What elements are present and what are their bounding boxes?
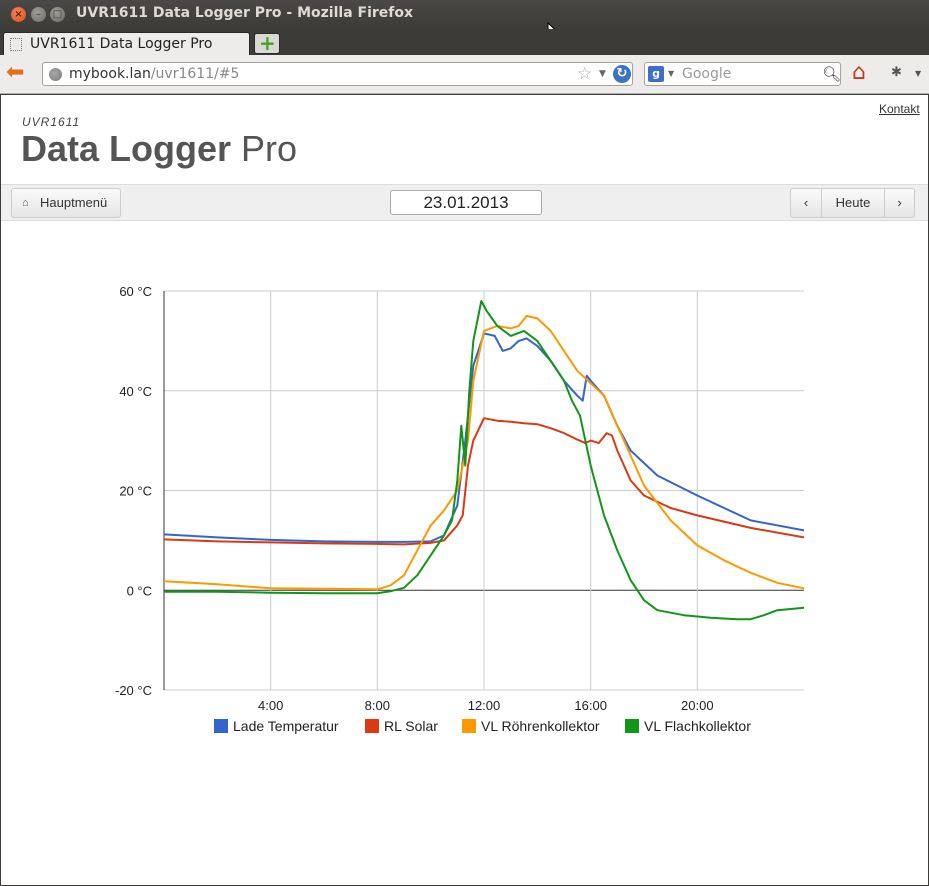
logo-title: Data Logger Pro	[21, 128, 297, 170]
tab-title: UVR1611 Data Logger Pro	[30, 36, 213, 52]
search-icon[interactable]: 🔍︎	[822, 65, 842, 83]
search-placeholder: Google	[682, 66, 732, 82]
url-bar[interactable]: mybook.lan/uvr1611/#5 ☆ ▼ ↻	[42, 62, 633, 86]
home-icon[interactable]: ⌂	[852, 60, 866, 85]
temperature-chart: -20 °C 0 °C 20 °C 40 °C 60 °C 4:00 8:00 12:00 16…	[115, 284, 805, 734]
y-tick-label: 40 °C	[119, 384, 152, 399]
browser-tab[interactable]: UVR1611 Data Logger Pro	[3, 32, 250, 56]
series-line	[164, 300, 805, 621]
legend-swatch	[365, 719, 379, 733]
navigation-bar: ⬅ mybook.lan/uvr1611/#5 ☆ ▼ ↻ g ▼ Google…	[0, 55, 929, 94]
window-title: UVR1611 Data Logger Pro - Mozilla Firefo…	[76, 5, 414, 21]
legend-label: VL Flachkollektor	[644, 718, 751, 734]
today-button[interactable]: Heute	[821, 188, 885, 218]
tab-bar: UVR1611 Data Logger Pro +	[0, 29, 929, 56]
hauptmenu-button[interactable]: ⌂ Hauptmenü	[11, 188, 121, 218]
page-icon	[10, 38, 22, 51]
window-maximize-button[interactable]: □	[50, 7, 65, 22]
search-bar[interactable]: g ▼ Google 🔍︎	[644, 62, 841, 86]
series-line	[163, 417, 805, 546]
legend-swatch	[625, 719, 639, 733]
next-day-button[interactable]: ›	[884, 188, 915, 218]
web-page: Kontakt UVR1611 Data Logger Pro ⌂ Hauptm…	[1, 95, 928, 885]
y-tick-label: -20 °C	[115, 683, 152, 698]
logo-subtitle: UVR1611	[22, 115, 81, 129]
search-engine-dropdown-icon[interactable]: ▼	[668, 69, 675, 78]
google-icon[interactable]: g	[648, 66, 664, 82]
plus-icon: +	[259, 31, 276, 55]
legend-swatch	[462, 719, 476, 733]
date-input[interactable]: 23.01.2013	[390, 190, 542, 215]
back-arrow-icon[interactable]: ⬅	[6, 60, 25, 85]
legend-swatch	[214, 719, 228, 733]
y-tick-label: 60 °C	[119, 284, 152, 299]
legend-label: VL Röhrenkollektor	[481, 718, 600, 734]
series-line	[163, 314, 805, 591]
reload-icon[interactable]: ↻	[613, 65, 631, 83]
home-small-icon: ⌂	[22, 197, 29, 209]
window-minimize-button[interactable]: –	[31, 7, 46, 22]
history-dropdown-icon[interactable]: ▼	[599, 69, 606, 79]
legend-label: RL Solar	[384, 718, 438, 734]
globe-icon	[49, 68, 62, 81]
x-tick-label: 20:00	[681, 698, 714, 713]
x-tick-label: 16:00	[574, 698, 607, 713]
legend-label: Lade Temperatur	[233, 718, 339, 734]
window-close-button[interactable]: ×	[11, 7, 26, 22]
url-path: /uvr1611/#5	[150, 66, 240, 82]
extension-icon[interactable]: ✱	[891, 65, 902, 80]
y-tick-label: 0 °C	[127, 583, 152, 598]
extension-dropdown-icon[interactable]: ▼	[915, 69, 922, 78]
bookmark-star-icon[interactable]: ☆	[577, 64, 593, 84]
hauptmenu-label: Hauptmenü	[40, 195, 108, 210]
date-toolbar: ⌂ Hauptmenü 23.01.2013 ‹ Heute ›	[1, 184, 928, 221]
logo-bold-text: Data Logger	[21, 128, 232, 169]
kontakt-link[interactable]: Kontakt	[879, 102, 920, 116]
url-host: mybook.lan	[69, 66, 151, 82]
y-tick-label: 20 °C	[119, 484, 152, 499]
x-tick-label: 8:00	[365, 698, 390, 713]
x-tick-label: 12:00	[468, 698, 501, 713]
x-tick-label: 4:00	[258, 698, 283, 713]
url-text: mybook.lan/uvr1611/#5	[69, 66, 239, 82]
new-tab-button[interactable]: +	[254, 31, 280, 55]
logo-light-text: Pro	[241, 128, 298, 169]
title-bar: × – □ UVR1611 Data Logger Pro - Mozilla …	[0, 0, 929, 40]
